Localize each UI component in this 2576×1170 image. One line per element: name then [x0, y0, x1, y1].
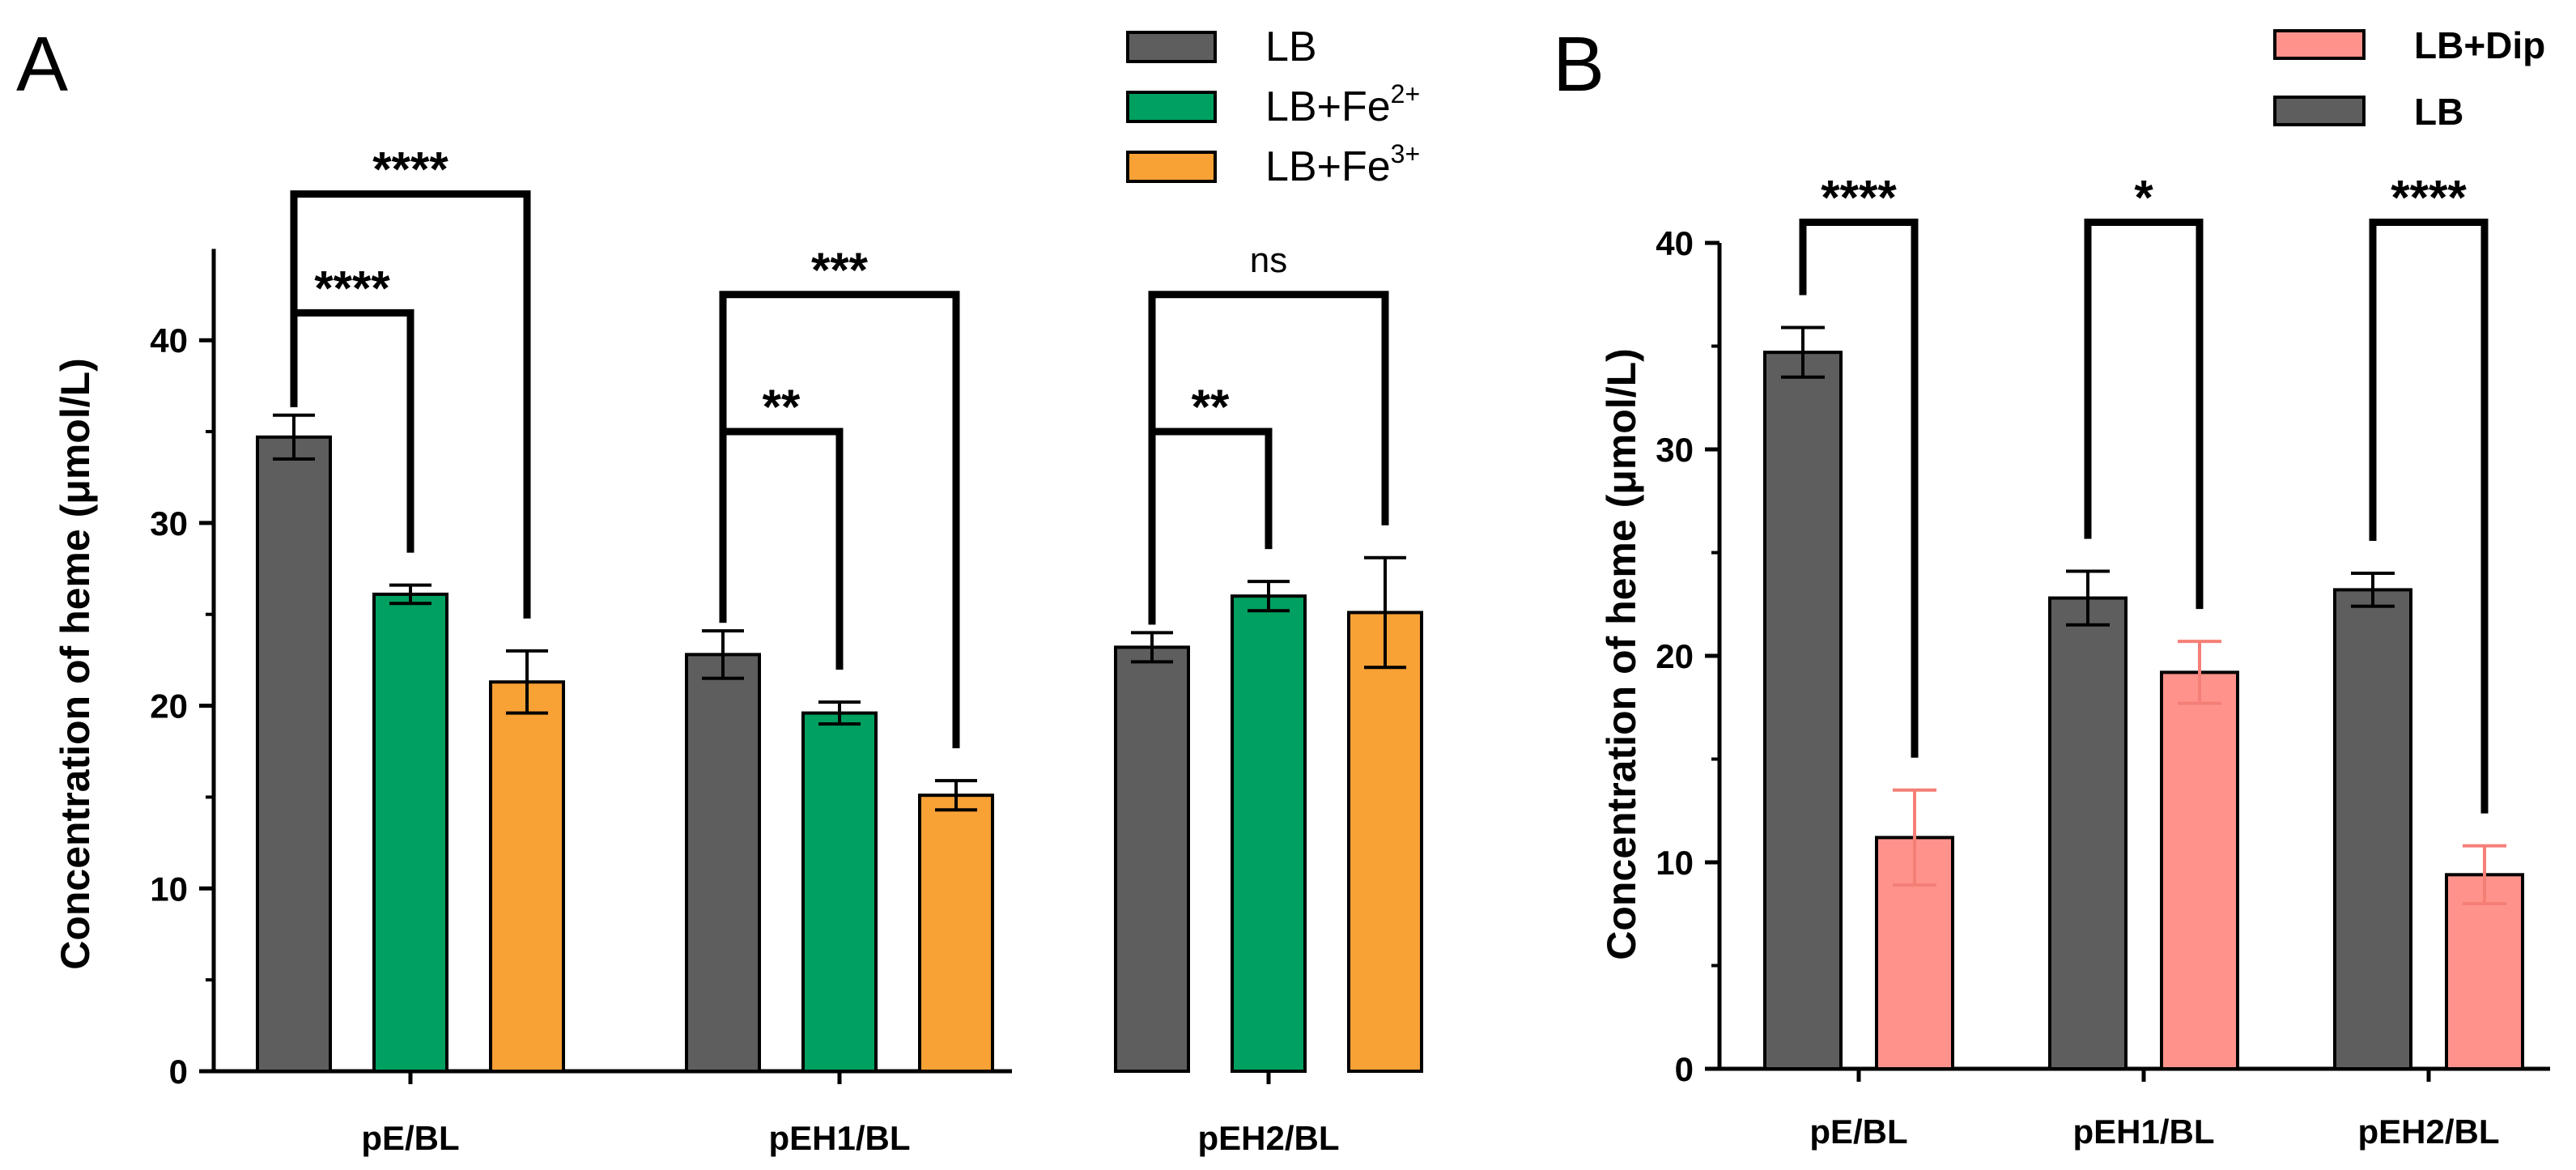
significance-label: ***: [811, 243, 869, 297]
legend-label-superscript: 2+: [1391, 79, 1420, 108]
x-tick-label-peh2-bl: pEH2/BL: [2357, 1113, 2499, 1151]
bar-lb-fe3-peh2-bl: [1347, 611, 1423, 1073]
bar-lb-fe2-pe-bl: [372, 592, 448, 1073]
bar-lb-peh2-bl: [2333, 588, 2412, 1070]
y-tick-label: 10: [1656, 844, 1694, 882]
bar-lb-fe3-pe-bl: [489, 680, 565, 1073]
chart-b: 0 10 20 30 40 Concentration of heme (μmol/L) p…: [1599, 24, 2550, 1151]
legend-swatch-lb: [1126, 31, 1217, 63]
significance-label: ****: [372, 143, 448, 197]
y-tick-label: 10: [150, 870, 188, 908]
error-bar-lb-peh1-bl: [2066, 569, 2110, 627]
legend-label-lb-fe3: LB+Fe3+: [1265, 139, 1420, 190]
y-tick-label: 20: [1656, 637, 1694, 675]
legend-label-lb-dip: LB+Dip: [2414, 24, 2545, 66]
bar-lb-peh1-bl: [685, 653, 761, 1073]
significance-label: ns: [1250, 240, 1287, 280]
legend-a: LB LB+Fe2+ LB+Fe3+: [1126, 23, 1420, 190]
error-bar-lb-peh1-bl: [702, 629, 744, 680]
y-tick-label: 30: [1656, 431, 1694, 469]
bar-lb-pe-bl: [1763, 351, 1843, 1070]
y-tick-label: 20: [150, 687, 188, 725]
significance-label: ****: [1821, 171, 1897, 225]
error-bar-lb-fe3-pe-bl: [506, 649, 548, 715]
x-tick-label-pe-bl: pE/BL: [361, 1119, 459, 1157]
x-tick-label-peh1-bl: pEH1/BL: [2072, 1113, 2214, 1151]
significance-label: ****: [2391, 171, 2467, 225]
error-bar-lb-dip-peh2-bl: [2463, 844, 2506, 905]
significance-bracket-pe-bl: [290, 190, 531, 619]
significance-label: ****: [314, 261, 390, 315]
y-tick-label: 0: [169, 1053, 188, 1091]
error-bar-lb-fe3-peh1-bl: [935, 779, 977, 812]
x-tick-label-peh2-bl: pEH2/BL: [1197, 1119, 1339, 1157]
y-axis-title: Concentration of heme (μmol/L): [1599, 348, 1644, 960]
significance-bracket-pe-bl: [1799, 219, 1919, 758]
bar-lb-fe2-peh2-bl: [1231, 594, 1307, 1073]
bar-lb-dip-peh1-bl: [2160, 670, 2239, 1071]
bar-lb-pe-bl: [256, 435, 332, 1073]
x-tick-label-pe-bl: pE/BL: [1809, 1113, 1907, 1151]
error-bar-lb-peh2-bl: [2351, 572, 2395, 608]
error-bar-lb-pe-bl: [1781, 325, 1825, 379]
legend-swatch-lb-fe3: [1126, 151, 1217, 183]
significance-bracket-peh1-bl: [2084, 219, 2204, 610]
y-tick-label: 40: [1656, 224, 1694, 262]
error-bar-lb-fe2-peh1-bl: [818, 700, 861, 726]
y-tick-label: 40: [150, 321, 188, 360]
legend-label-superscript: 3+: [1391, 139, 1420, 168]
error-bar-lb-pe-bl: [273, 413, 315, 461]
significance-label: **: [1192, 380, 1230, 434]
legend-swatch-lb: [2273, 96, 2366, 126]
error-bar-lb-dip-pe-bl: [1893, 788, 1936, 887]
panel-letter-b: B: [1553, 21, 1605, 108]
error-bar-lb-peh2-bl: [1131, 631, 1173, 664]
error-bar-lb-fe2-pe-bl: [389, 583, 431, 606]
significance-bracket-pe-bl: [290, 308, 414, 553]
y-tick-label: 0: [1675, 1050, 1694, 1088]
bar-lb-dip-peh2-bl: [2445, 873, 2524, 1071]
significance-bracket-peh2-bl: [2369, 219, 2489, 814]
legend-b: LB+Dip LB: [2273, 24, 2545, 133]
bar-lb-peh1-bl: [2048, 596, 2128, 1070]
chart-a: 0 10 20 30 40 Concentration of heme (μmol/L) p…: [53, 23, 1423, 1157]
bar-lb-fe2-peh1-bl: [801, 711, 878, 1073]
panel-letter-a: A: [16, 21, 68, 108]
error-bar-lb-fe3-peh2-bl: [1364, 555, 1406, 670]
error-bar-lb-dip-peh1-bl: [2178, 640, 2221, 705]
x-tick-label-peh1-bl: pEH1/BL: [768, 1119, 910, 1157]
y-tick-label: 30: [150, 504, 188, 542]
significance-label: *: [2134, 171, 2153, 225]
legend-swatch-lb-dip: [2273, 29, 2366, 60]
bar-lb-fe3-peh1-bl: [918, 793, 994, 1073]
significance-bracket-peh2-bl: [1148, 428, 1273, 625]
y-axis-title: Concentration of heme (μmol/L): [53, 358, 98, 970]
significance-bracket-peh1-bl: [719, 428, 844, 670]
legend-label-lb: LB: [2414, 91, 2463, 133]
legend-swatch-lb-fe2: [1126, 91, 1217, 123]
bar-lb-peh2-bl: [1114, 645, 1190, 1073]
error-bar-lb-fe2-peh2-bl: [1248, 580, 1290, 613]
legend-label-lb: LB: [1265, 23, 1317, 70]
legend-label-lb-fe2: LB+Fe2+: [1265, 79, 1420, 130]
significance-label: **: [763, 380, 801, 434]
